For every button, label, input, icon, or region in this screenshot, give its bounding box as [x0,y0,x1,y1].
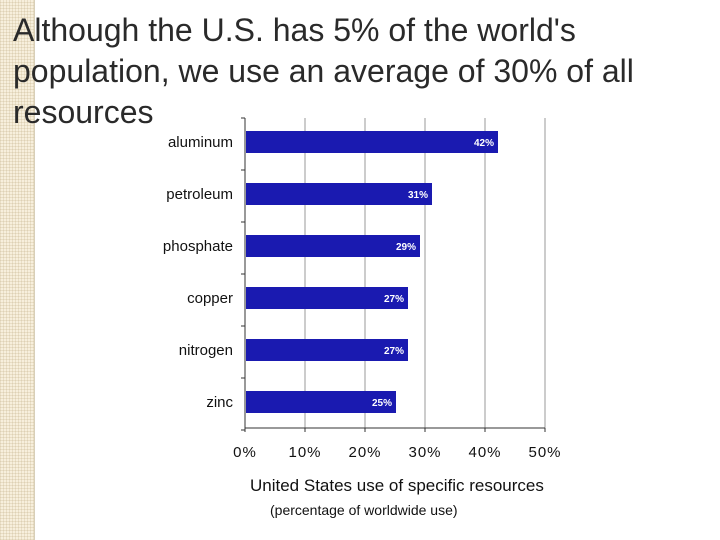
x-tick-label: 50% [528,444,561,461]
category-label: zinc [206,394,233,411]
decorative-side-strip [0,0,34,540]
x-tick-label: 10% [288,444,321,461]
bar [246,131,498,153]
bar [246,391,396,413]
category-label: aluminum [168,134,233,151]
bar [246,183,432,205]
data-label: 31% [408,190,428,201]
decorative-side-line [34,0,35,540]
data-label: 27% [384,294,404,305]
data-label: 42% [474,138,494,149]
chart-subcaption: (percentage of worldwide use) [270,502,458,518]
data-label: 27% [384,346,404,357]
bar [246,287,408,309]
x-tick-label: 40% [468,444,501,461]
data-label: 29% [396,242,416,253]
data-label: 25% [372,398,392,409]
x-tick-label: 20% [348,444,381,461]
category-label: petroleum [166,186,233,203]
x-tick-label: 0% [233,444,257,461]
category-label: nitrogen [179,342,233,359]
chart-caption: United States use of specific resources [250,476,544,495]
bar [246,339,408,361]
bar [246,235,420,257]
slide-title: Although the U.S. has 5% of the world's … [13,12,634,130]
x-tick-label: 30% [408,444,441,461]
category-label: phosphate [163,238,233,255]
category-label: copper [187,290,233,307]
